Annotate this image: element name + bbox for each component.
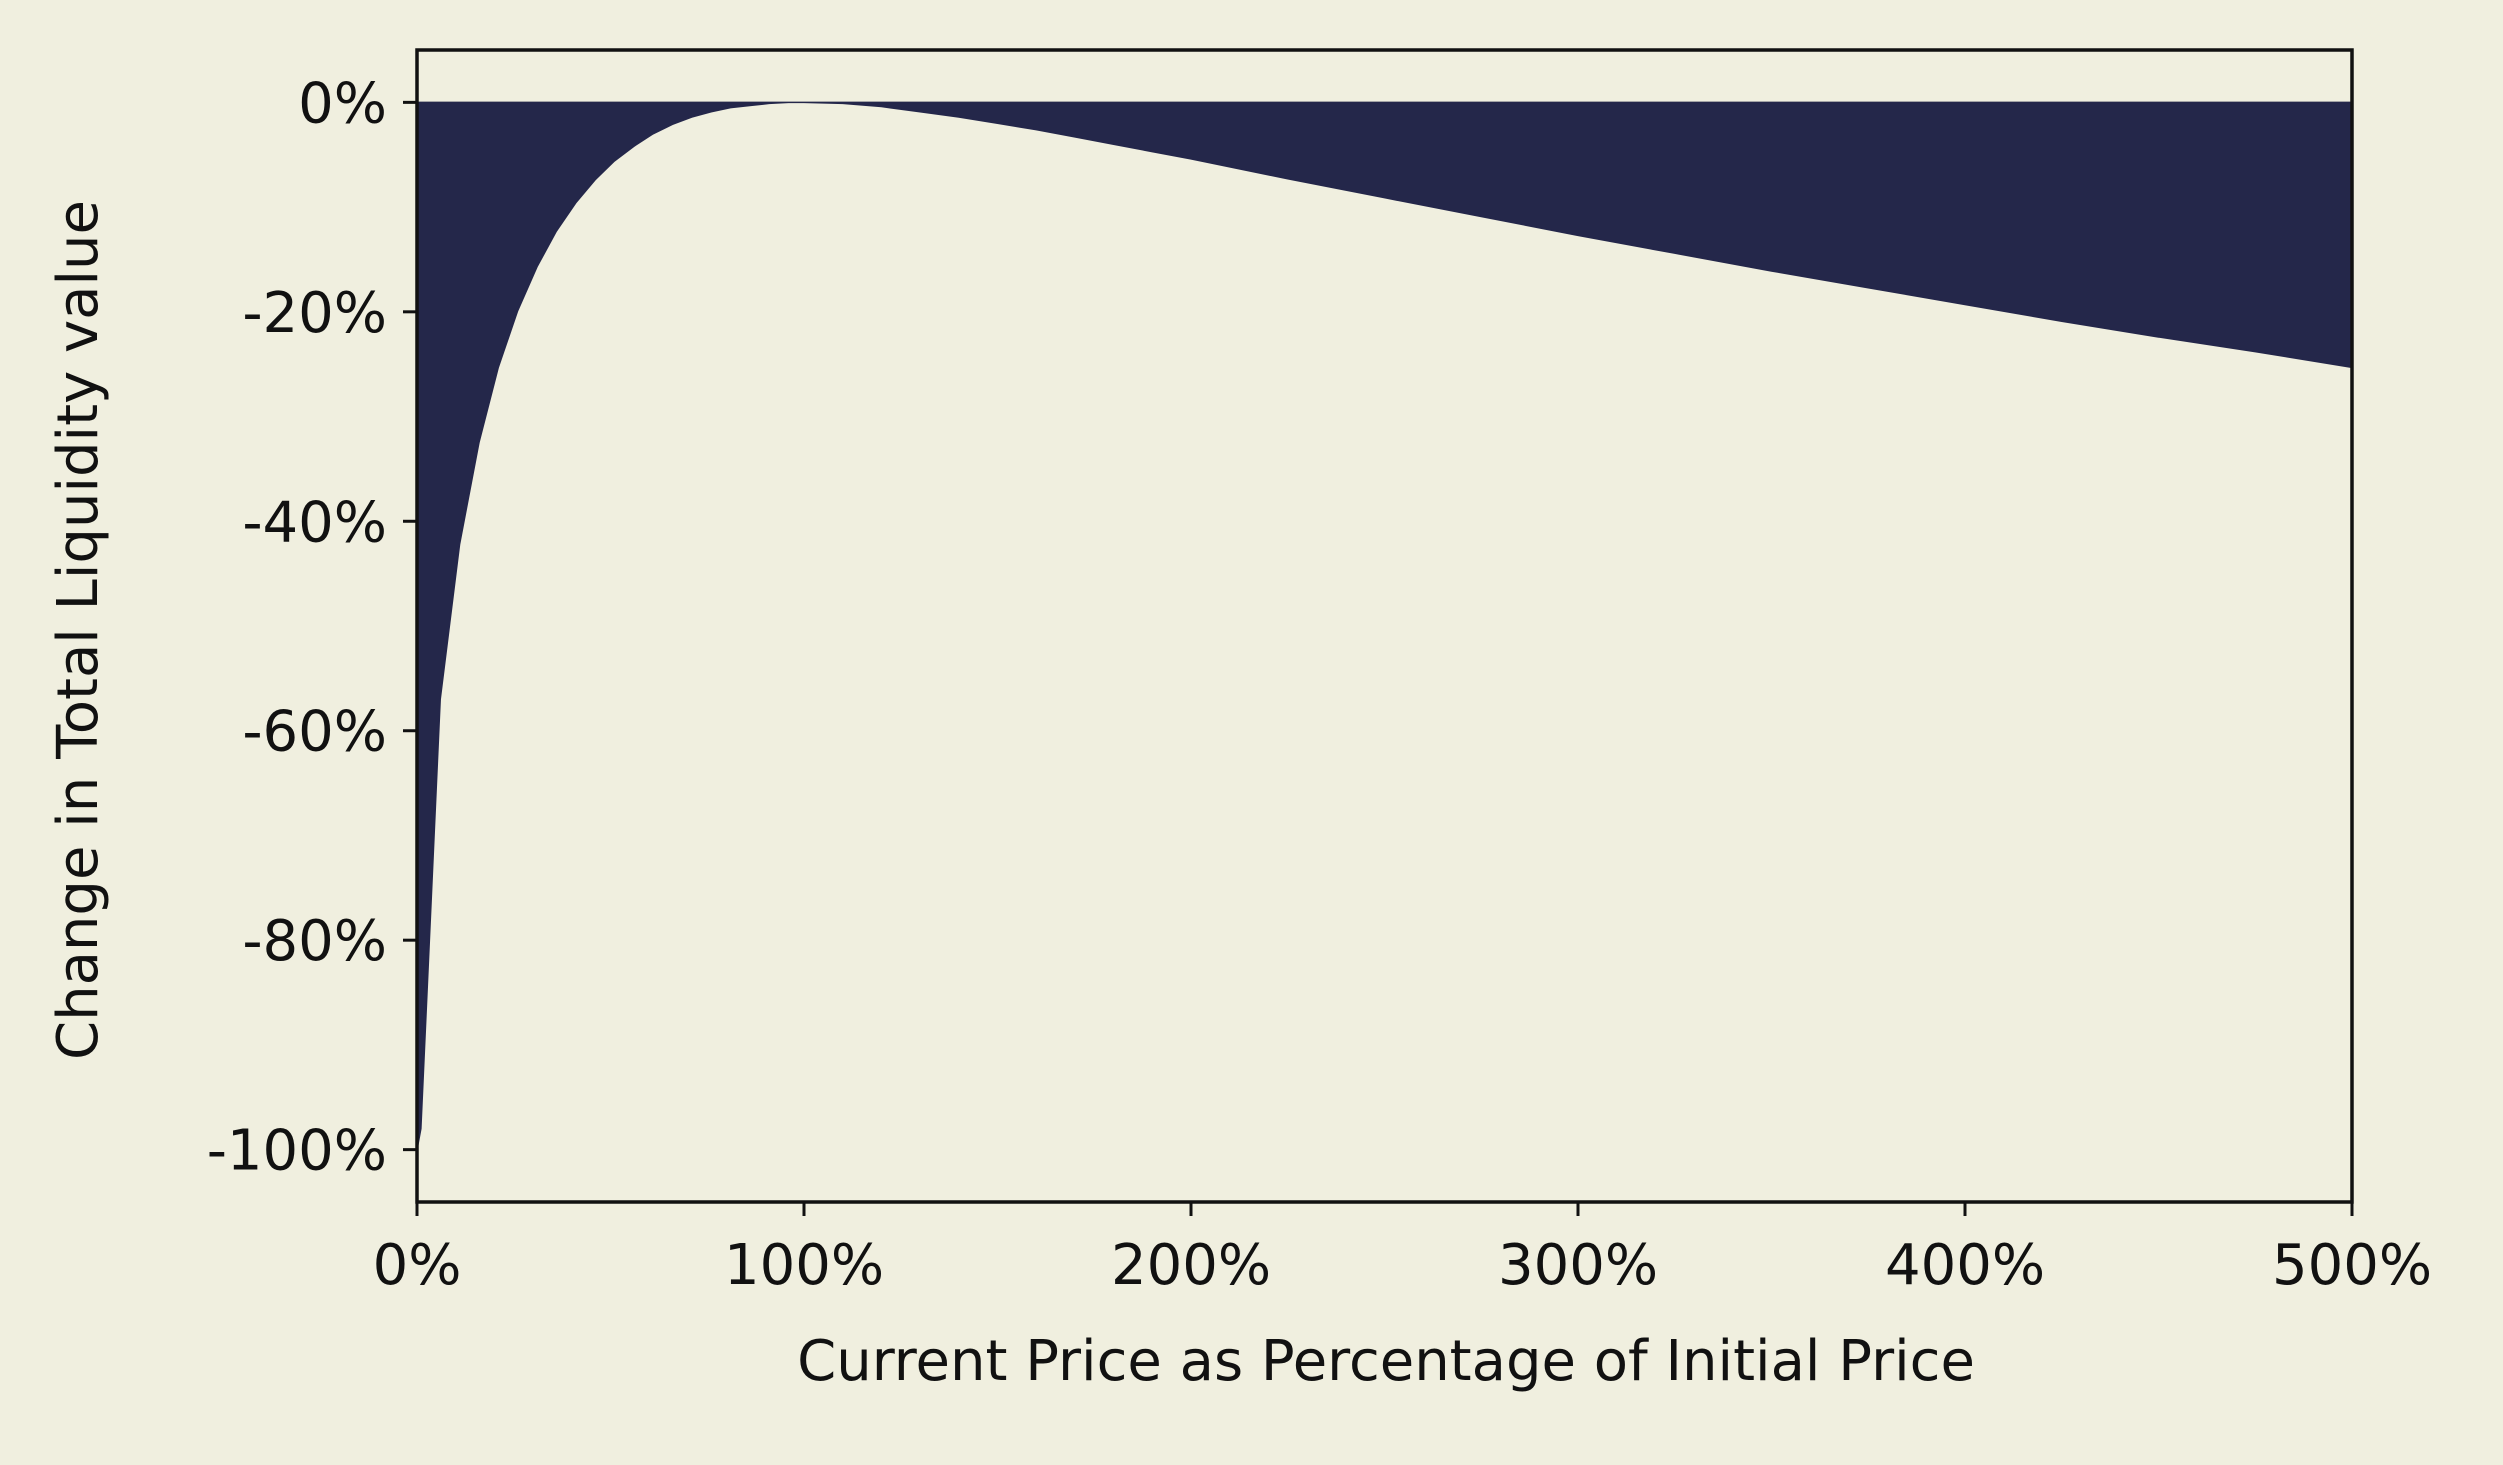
x-tick-label: 300% [1498, 1233, 1658, 1298]
x-tick-label: 400% [1885, 1233, 2045, 1298]
axes-frame [415, 48, 2354, 1204]
x-tick-label: 0% [373, 1233, 462, 1298]
x-tick-label: 100% [724, 1233, 884, 1298]
y-tick-label: -20% [242, 281, 387, 346]
y-tick-label: -40% [242, 490, 387, 555]
y-tick-label: -80% [242, 909, 387, 974]
area-series-0 [416, 101, 2353, 1150]
tick-layer: 0% 100% 200% 300% 400% 500% 0% -20% -40% -60% -80%… [207, 71, 2432, 1298]
plot-area [416, 101, 2353, 1150]
y-tick-label: -60% [242, 700, 387, 765]
y-tick-label: -100% [207, 1119, 387, 1184]
x-tick-label: 500% [2272, 1233, 2432, 1298]
x-tick-label: 200% [1111, 1233, 1271, 1298]
x-axis-label: Current Price as Percentage of Initial P… [797, 1329, 1975, 1394]
y-tick-label: 0% [298, 71, 387, 136]
y-axis-label: Change in Total Liquidity value [46, 200, 111, 1060]
